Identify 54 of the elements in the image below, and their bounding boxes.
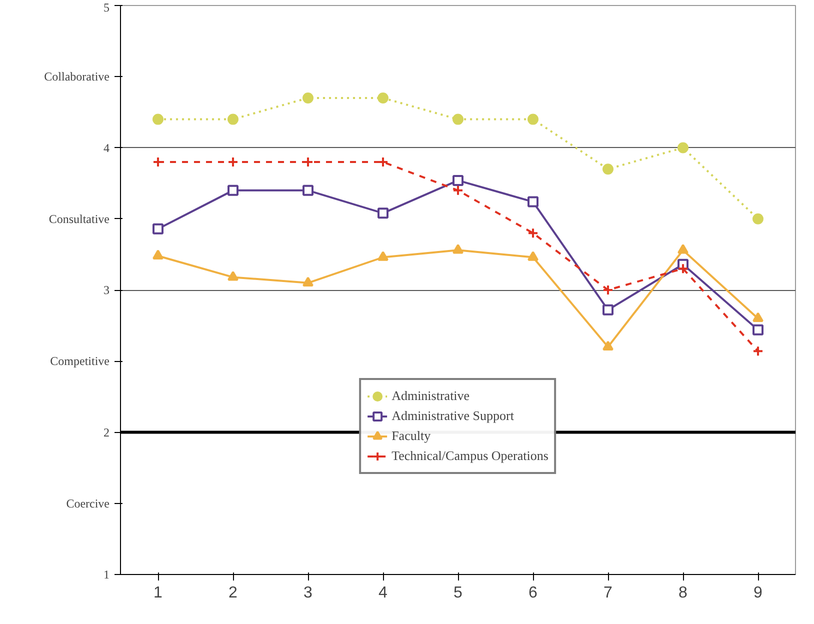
point — [452, 184, 464, 196]
y-tick-label: Coercive — [66, 496, 110, 510]
point — [752, 312, 764, 322]
x-tick-label: 8 — [678, 584, 688, 602]
x-tick-label: 3 — [304, 584, 313, 602]
point — [678, 142, 688, 154]
point — [152, 250, 164, 260]
point — [152, 223, 164, 234]
point — [228, 184, 238, 196]
y-tick-label: 4 — [104, 140, 110, 155]
point — [602, 164, 614, 175]
point — [752, 324, 764, 336]
point — [528, 196, 538, 208]
y-tick-label: Competitive — [50, 354, 110, 368]
point — [528, 251, 538, 261]
point — [378, 208, 388, 219]
y-tick-label: Consultative — [48, 212, 110, 226]
x-tick-label: 9 — [754, 584, 763, 602]
point — [602, 304, 614, 316]
x-tick-label: 7 — [604, 584, 613, 602]
y-tick-label: 1 — [104, 568, 110, 582]
point — [302, 184, 314, 196]
point — [528, 228, 538, 239]
point — [528, 114, 538, 125]
legend-label: Faculty — [392, 428, 431, 444]
point — [378, 251, 388, 261]
point — [752, 346, 764, 357]
point — [678, 244, 688, 254]
point — [302, 276, 314, 286]
legend-label: Administrative Support — [392, 408, 514, 424]
x-tick-label: 5 — [454, 584, 463, 602]
x-tick-label: 4 — [378, 584, 388, 602]
point — [228, 114, 238, 125]
point — [228, 156, 238, 168]
y-tick-label: 2 — [104, 425, 110, 440]
point — [602, 284, 614, 296]
point — [602, 340, 614, 350]
y-tick-label: 3 — [104, 283, 110, 297]
x-tick-label: 6 — [528, 584, 538, 602]
x-tick-label: 2 — [228, 584, 238, 602]
point — [452, 244, 464, 254]
legend-label: Technical/Campus Operations — [392, 448, 548, 464]
point — [452, 114, 464, 125]
x-tick-label: 1 — [154, 584, 163, 602]
point — [302, 92, 314, 104]
point — [228, 271, 238, 281]
point — [752, 213, 764, 224]
point — [678, 263, 688, 274]
point — [452, 174, 464, 186]
y-tick-label: Collaborative — [44, 70, 110, 84]
legend-label: Administrative — [392, 388, 470, 404]
y-tick-label: 5 — [104, 0, 110, 14]
point — [152, 114, 164, 125]
point — [378, 92, 388, 104]
